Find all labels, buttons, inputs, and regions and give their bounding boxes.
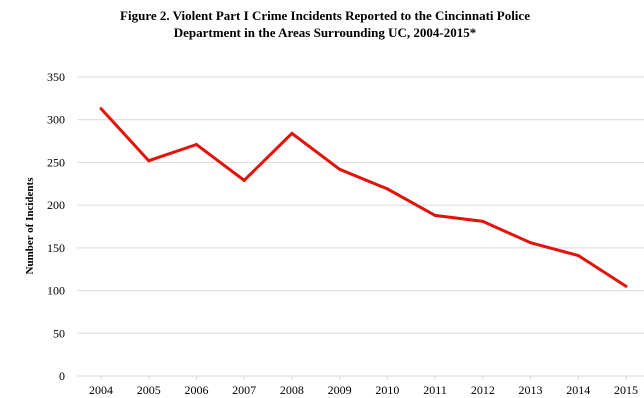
data-point bbox=[529, 241, 533, 245]
y-tick-label: 250 bbox=[47, 155, 65, 169]
data-point bbox=[242, 178, 246, 182]
y-axis-title: Number of Incidents bbox=[24, 177, 36, 275]
x-axis-ticks: 2004 2005 2006 2007 2008 2009 2010 2011 2012 2013… bbox=[89, 376, 638, 397]
series-layer bbox=[99, 107, 628, 288]
y-tick-label: 0 bbox=[59, 369, 65, 383]
data-point bbox=[576, 254, 580, 258]
data-point bbox=[385, 187, 389, 191]
y-tick-label: 300 bbox=[47, 113, 65, 127]
y-tick-label: 100 bbox=[47, 284, 65, 298]
x-tick-label: 2013 bbox=[519, 383, 543, 397]
x-tick-label: 2007 bbox=[232, 383, 256, 397]
x-tick-label: 2006 bbox=[184, 383, 208, 397]
y-tick-label: 150 bbox=[47, 241, 65, 255]
y-tick-label: 50 bbox=[53, 326, 65, 340]
data-point bbox=[99, 107, 103, 111]
chart-title-line-2: Department in the Areas Surrounding UC, … bbox=[174, 25, 477, 40]
x-tick-label: 2011 bbox=[423, 383, 447, 397]
series-line bbox=[99, 107, 627, 288]
x-tick-label: 2008 bbox=[280, 383, 304, 397]
x-tick-label: 2012 bbox=[471, 383, 495, 397]
data-point bbox=[194, 142, 198, 146]
y-axis-ticks: 0 50 100 150 200 250 300 350 bbox=[47, 70, 65, 383]
data-point bbox=[481, 219, 485, 223]
x-tick-label: 2005 bbox=[137, 383, 161, 397]
data-point bbox=[624, 284, 628, 288]
x-tick-label: 2014 bbox=[566, 383, 590, 397]
x-tick-label: 2015 bbox=[614, 383, 638, 397]
y-tick-label: 200 bbox=[47, 198, 65, 212]
chart-title-line-1: Figure 2. Violent Part I Crime Incidents… bbox=[120, 8, 530, 23]
data-point bbox=[338, 167, 342, 171]
x-tick-label: 2004 bbox=[89, 383, 113, 397]
data-point bbox=[147, 159, 151, 163]
data-point bbox=[290, 131, 294, 135]
x-tick-label: 2010 bbox=[375, 383, 399, 397]
gridlines bbox=[77, 76, 644, 377]
data-point bbox=[433, 213, 437, 217]
x-tick-label: 2009 bbox=[328, 383, 352, 397]
y-tick-label: 350 bbox=[47, 70, 65, 84]
